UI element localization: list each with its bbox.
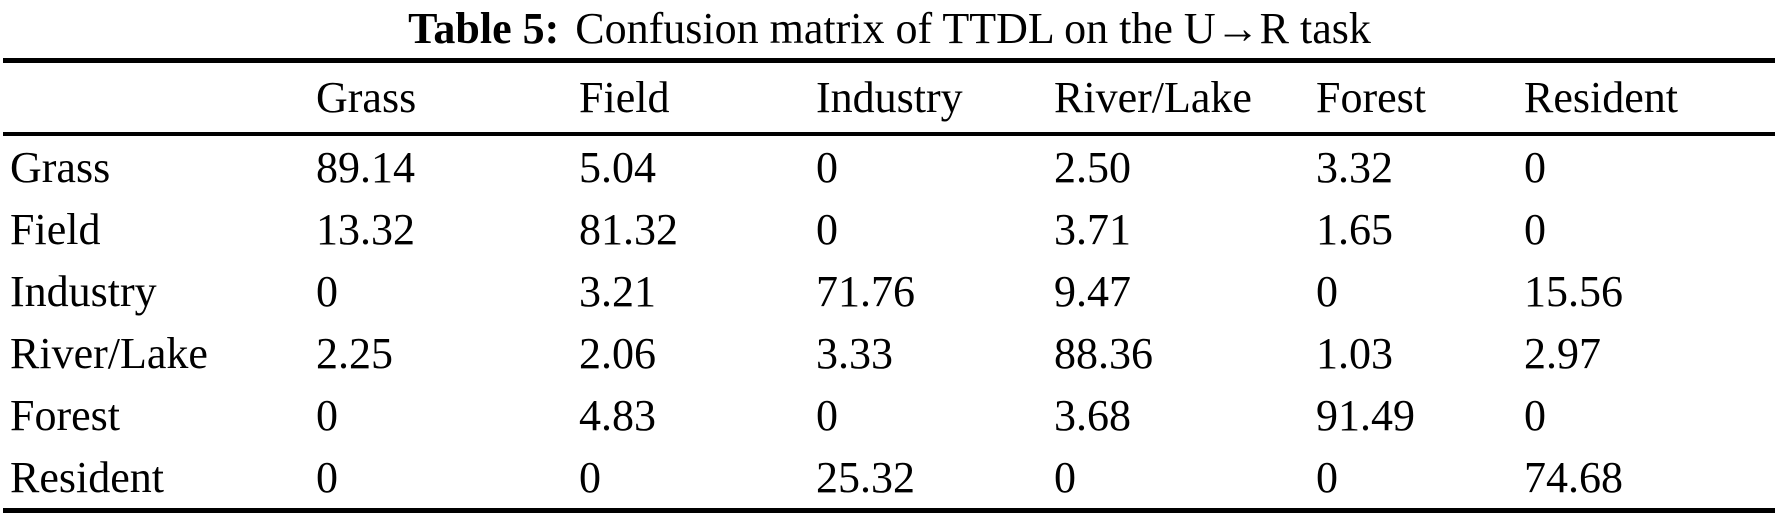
cell-grass-grass: 89.14 [316, 142, 415, 192]
row-label-forest: Forest [10, 390, 120, 440]
cell-field-grass: 13.32 [316, 204, 415, 254]
cell-river-lake-forest: 1.03 [1316, 328, 1393, 378]
cell-industry-resident: 15.56 [1524, 266, 1623, 316]
table-row-resident: Resident 0 0 25.32 0 0 74.68 [3, 446, 1775, 511]
table-row-field: Field 13.32 81.32 0 3.71 1.65 0 [3, 198, 1775, 260]
cell-industry-river-lake: 9.47 [1054, 266, 1131, 316]
cell-river-lake-industry: 3.33 [816, 328, 893, 378]
cell-grass-field: 5.04 [579, 142, 656, 192]
row-label-grass: Grass [10, 142, 111, 192]
cell-forest-grass: 0 [316, 390, 338, 440]
cell-forest-forest: 91.49 [1316, 390, 1415, 440]
column-header-forest: Forest [1316, 73, 1426, 122]
cell-resident-field: 0 [579, 452, 601, 502]
cell-resident-resident: 74.68 [1524, 452, 1623, 502]
table-caption-text: Confusion matrix of TTDL on the U→R task [575, 4, 1371, 53]
column-header-industry: Industry [816, 73, 963, 122]
row-label-river-lake: River/Lake [10, 328, 208, 378]
cell-forest-river-lake: 3.68 [1054, 390, 1131, 440]
row-label-resident: Resident [10, 452, 164, 502]
column-header-grass: Grass [316, 73, 417, 122]
cell-field-field: 81.32 [579, 204, 678, 254]
table-row-river-lake: River/Lake 2.25 2.06 3.33 88.36 1.03 2.9… [3, 322, 1775, 384]
cell-resident-river-lake: 0 [1054, 452, 1076, 502]
cell-industry-grass: 0 [316, 266, 338, 316]
cell-river-lake-field: 2.06 [579, 328, 656, 378]
cell-forest-resident: 0 [1524, 390, 1546, 440]
cell-forest-field: 4.83 [579, 390, 656, 440]
cell-field-industry: 0 [816, 204, 838, 254]
cell-grass-industry: 0 [816, 142, 838, 192]
cell-grass-forest: 3.32 [1316, 142, 1393, 192]
cell-industry-forest: 0 [1316, 266, 1338, 316]
row-label-field: Field [10, 204, 101, 254]
row-label-industry: Industry [10, 266, 157, 316]
cell-river-lake-river-lake: 88.36 [1054, 328, 1153, 378]
table-caption-label: Table 5: [408, 4, 560, 53]
cell-industry-industry: 71.76 [816, 266, 915, 316]
cell-industry-field: 3.21 [579, 266, 656, 316]
cell-resident-industry: 25.32 [816, 452, 915, 502]
cell-resident-forest: 0 [1316, 452, 1338, 502]
cell-forest-industry: 0 [816, 390, 838, 440]
table-row-forest: Forest 0 4.83 0 3.68 91.49 0 [3, 384, 1775, 446]
corner-cell [3, 61, 316, 135]
column-header-field: Field [579, 73, 670, 122]
table-header-row: Grass Field Industry River/Lake Forest R… [3, 61, 1775, 135]
cell-river-lake-resident: 2.97 [1524, 328, 1601, 378]
cell-field-forest: 1.65 [1316, 204, 1393, 254]
column-header-resident: Resident [1524, 73, 1678, 122]
cell-grass-river-lake: 2.50 [1054, 142, 1131, 192]
cell-field-river-lake: 3.71 [1054, 204, 1131, 254]
table-row-industry: Industry 0 3.21 71.76 9.47 0 15.56 [3, 260, 1775, 322]
cell-river-lake-grass: 2.25 [316, 328, 393, 378]
confusion-matrix-table: Grass Field Industry River/Lake Forest R… [3, 58, 1775, 513]
cell-field-resident: 0 [1524, 204, 1546, 254]
table-row-grass: Grass 89.14 5.04 0 2.50 3.32 0 [3, 134, 1775, 198]
cell-grass-resident: 0 [1524, 142, 1546, 192]
column-header-river-lake: River/Lake [1054, 73, 1252, 122]
table-caption: Table 5: Confusion matrix of TTDL on the … [0, 0, 1779, 58]
cell-resident-grass: 0 [316, 452, 338, 502]
